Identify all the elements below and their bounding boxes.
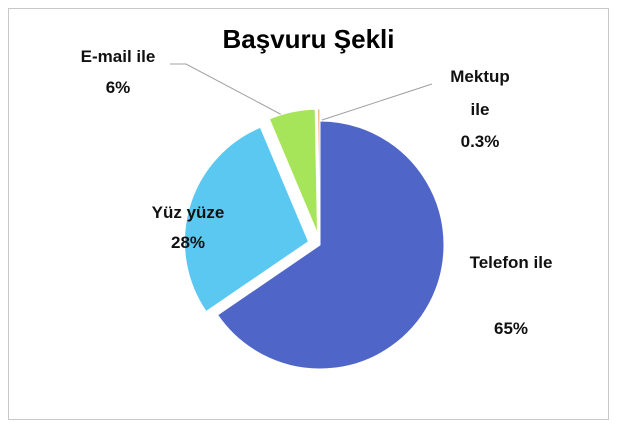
- value-label: 0.3%: [460, 132, 500, 151]
- category-label: Mektup ile: [450, 67, 510, 119]
- category-label: Yüz yüze: [151, 203, 225, 222]
- pie-slice: [216, 120, 445, 370]
- category-label: Telefon ile: [469, 253, 553, 272]
- pie-slice: [317, 108, 321, 234]
- chart-title: Başvuru Şekli: [222, 24, 395, 54]
- pie-slice: [268, 108, 319, 234]
- pie-slice: [183, 126, 310, 313]
- leader-line: [321, 83, 433, 121]
- value-label: 28%: [170, 233, 206, 252]
- leader-line: [170, 63, 285, 117]
- value-label: 65%: [493, 319, 529, 338]
- category-label: E-mail ile: [80, 47, 156, 66]
- value-label: 6%: [105, 78, 131, 97]
